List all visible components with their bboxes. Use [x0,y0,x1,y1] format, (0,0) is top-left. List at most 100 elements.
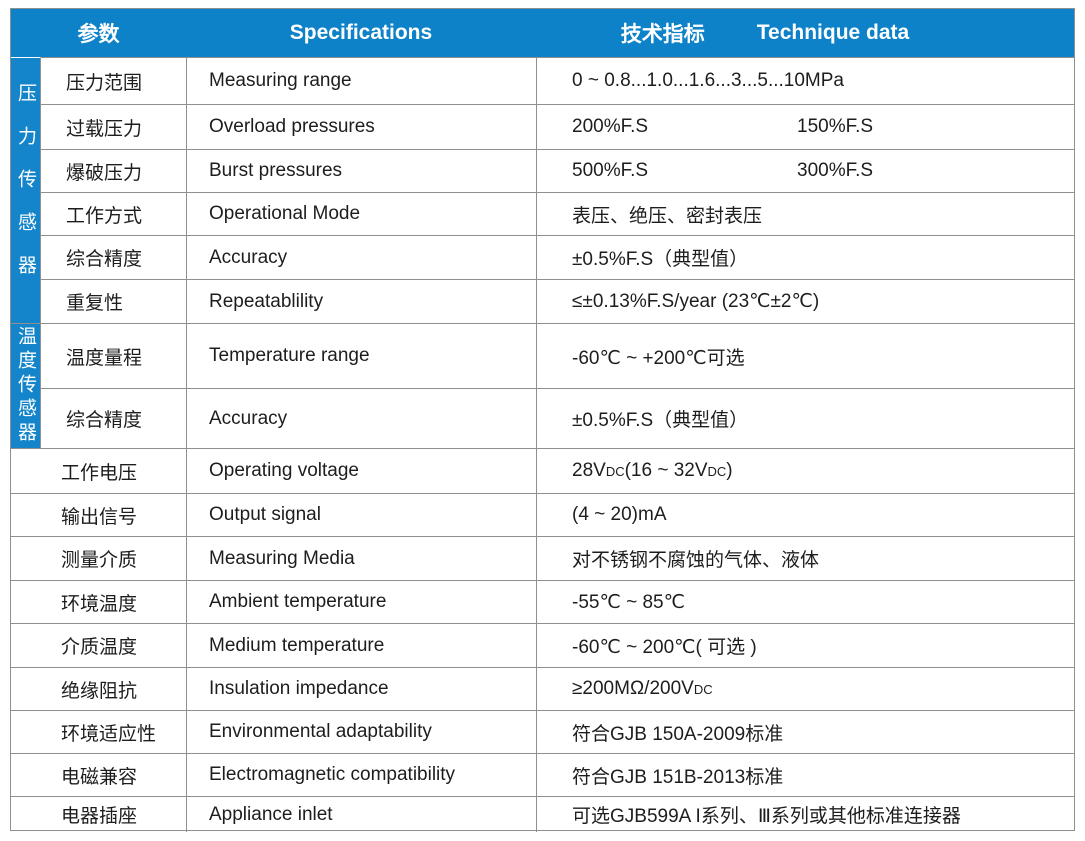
param-label: 压力范围 [66,72,143,94]
table-row-operating-voltage: 工作电压 Operating voltage 28V DC (16 ~ 32V DC) [11,448,1074,493]
param-label: 温度量程 [66,347,143,369]
param-label: 介质温度 [61,637,138,658]
value-cell: 0 ~ 0.8...1.0...1.6...3...5...10MPa [536,58,1074,104]
table-row-measuring-range: 压力范围 Measuring range 0 ~ 0.8...1.0...1.6… [11,57,1074,104]
value-subscript-dc: DC [707,463,727,479]
value-cell: 符合GJB 151B-2013标准 [536,754,1074,796]
value-cell: ±0.5%F.S（典型值） [536,389,1074,448]
value-cell: 符合GJB 150A-2009标准 [536,711,1074,753]
header-technique-en: Technique data [756,21,910,44]
value-text: 200%F.S [572,116,649,137]
spec-label: Output signal [186,494,536,536]
spec-label: Environmental adaptability [186,711,536,753]
spec-label: Ambient temperature [186,581,536,623]
value-text: 0 ~ 0.8...1.0...1.6...3...5...10MPa [572,70,844,91]
value-text: 表压、绝压、密封表压 [572,205,763,227]
value-cell: 28V DC (16 ~ 32V DC) [536,449,1074,493]
value-text: 符合GJB 150A-2009标准 [572,723,784,745]
spec-label: Overload pressures [186,105,536,149]
table-row-ambient-temperature: 环境温度 Ambient temperature -55℃ ~ 85℃ [11,580,1074,623]
table-row-temperature-range: 温度量程 Temperature range -60℃ ~ +200℃可选 [11,323,1074,388]
header-technique-zh: 技术指标 [620,23,705,46]
param-label: 过载压力 [66,118,143,140]
value-text: ±0.5%F.S（典型值） [572,249,749,270]
spec-label: Repeatablility [186,280,536,323]
table-row-medium-temperature: 介质温度 Medium temperature -60℃ ~ 200℃( 可选 … [11,623,1074,667]
value-text-secondary: 150%F.S [797,116,874,137]
spec-label: Accuracy [186,389,536,448]
value-cell: ≥200MΩ/200V DC [536,668,1074,710]
table-header: 参数 Specifications 技术指标 Technique data [11,9,1074,57]
value-subscript-dc: DC [693,681,713,697]
spec-label: Measuring range [186,58,536,104]
spec-table: 参数 Specifications 技术指标 Technique data 压力… [10,8,1075,832]
table-row-measuring-media: 测量介质 Measuring Media 对不锈钢不腐蚀的气体、液体 [11,536,1074,580]
header-specifications: Specifications [289,21,433,44]
table-row-pressure-accuracy: 综合精度 Accuracy ±0.5%F.S（典型值） [11,235,1074,279]
value-text: 28V [572,460,606,481]
param-label: 综合精度 [66,249,143,270]
table-row-output-signal: 输出信号 Output signal (4 ~ 20)mA [11,493,1074,536]
table-row-environmental-adaptability: 环境适应性 Environmental adaptability 符合GJB 1… [11,710,1074,753]
value-text-secondary: 300%F.S [797,160,874,181]
value-text: ≤±0.13%F.S/year (23℃±2℃) [572,291,820,312]
param-label: 电磁兼容 [61,766,138,788]
value-text: 对不锈钢不腐蚀的气体、液体 [572,550,820,571]
table-row-overload-pressures: 过载压力 Overload pressures 200%F.S 150%F.S [11,104,1074,149]
value-text: -60℃ ~ +200℃可选 [572,347,745,369]
value-text: ≥200MΩ/200V [572,678,694,699]
param-label: 综合精度 [66,410,143,431]
group-label-temperature-sensor: 温度传感器 [11,323,41,448]
value-cell: 对不锈钢不腐蚀的气体、液体 [536,537,1074,580]
value-text: ±0.5%F.S（典型值） [572,410,749,431]
table-row-insulation-impedance: 绝缘阻抗 Insulation impedance ≥200MΩ/200V DC [11,667,1074,710]
value-text: (4 ~ 20)mA [572,504,667,525]
table-row-appliance-inlet: 电器插座 Appliance inlet 可选GJB599A I系列、Ⅲ系列或其… [11,796,1074,832]
param-label: 环境温度 [61,593,138,615]
value-text: -60℃ ~ 200℃( 可选 ) [572,637,757,658]
group-label-pressure-sensor: 压力传感器 [11,57,41,323]
value-text: 可选GJB599A I系列、Ⅲ系列或其他标准连接器 [572,806,961,827]
param-label: 测量介质 [61,550,138,571]
value-cell: ±0.5%F.S（典型值） [536,236,1074,279]
spec-label: Accuracy [186,236,536,279]
param-label: 输出信号 [61,506,138,528]
value-cell: -55℃ ~ 85℃ [536,581,1074,623]
spec-label: Appliance inlet [186,797,536,832]
spec-label: Operating voltage [186,449,536,493]
value-text: -55℃ ~ 85℃ [572,591,685,613]
value-text: ) [726,460,733,481]
value-cell: (4 ~ 20)mA [536,494,1074,536]
param-label: 重复性 [66,293,124,314]
table-body: 压力传感器 温度传感器 压力范围 Measuring range 0 ~ 0.8… [11,57,1074,832]
spec-label: Operational Mode [186,193,536,235]
param-label: 环境适应性 [61,723,157,745]
value-text: 符合GJB 151B-2013标准 [572,766,784,788]
value-cell: ≤±0.13%F.S/year (23℃±2℃) [536,280,1074,323]
value-text: (16 ~ 32V [624,460,708,481]
value-cell: 500%F.S 300%F.S [536,150,1074,192]
param-label: 爆破压力 [66,162,143,184]
spec-label: Burst pressures [186,150,536,192]
param-label: 绝缘阻抗 [61,680,138,702]
table-row-repeatability: 重复性 Repeatablility ≤±0.13%F.S/year (23℃±… [11,279,1074,323]
header-technique-data: 技术指标 Technique data [536,9,1074,57]
header-param: 参数 [77,23,120,46]
param-label: 电器插座 [61,806,138,827]
spec-label: Insulation impedance [186,668,536,710]
value-cell: -60℃ ~ 200℃( 可选 ) [536,624,1074,667]
spec-label: Temperature range [186,324,536,388]
value-cell: 表压、绝压、密封表压 [536,193,1074,235]
table-row-operational-mode: 工作方式 Operational Mode 表压、绝压、密封表压 [11,192,1074,235]
spec-label: Electromagnetic compatibility [186,754,536,796]
param-label: 工作电压 [61,462,138,484]
value-cell: 200%F.S 150%F.S [536,105,1074,149]
spec-label: Measuring Media [186,537,536,580]
value-cell: -60℃ ~ +200℃可选 [536,324,1074,388]
table-row-electromagnetic-compatibility: 电磁兼容 Electromagnetic compatibility 符合GJB… [11,753,1074,796]
value-text: 500%F.S [572,160,649,181]
spec-label: Medium temperature [186,624,536,667]
table-row-burst-pressures: 爆破压力 Burst pressures 500%F.S 300%F.S [11,149,1074,192]
table-row-temperature-accuracy: 综合精度 Accuracy ±0.5%F.S（典型值） [11,388,1074,448]
